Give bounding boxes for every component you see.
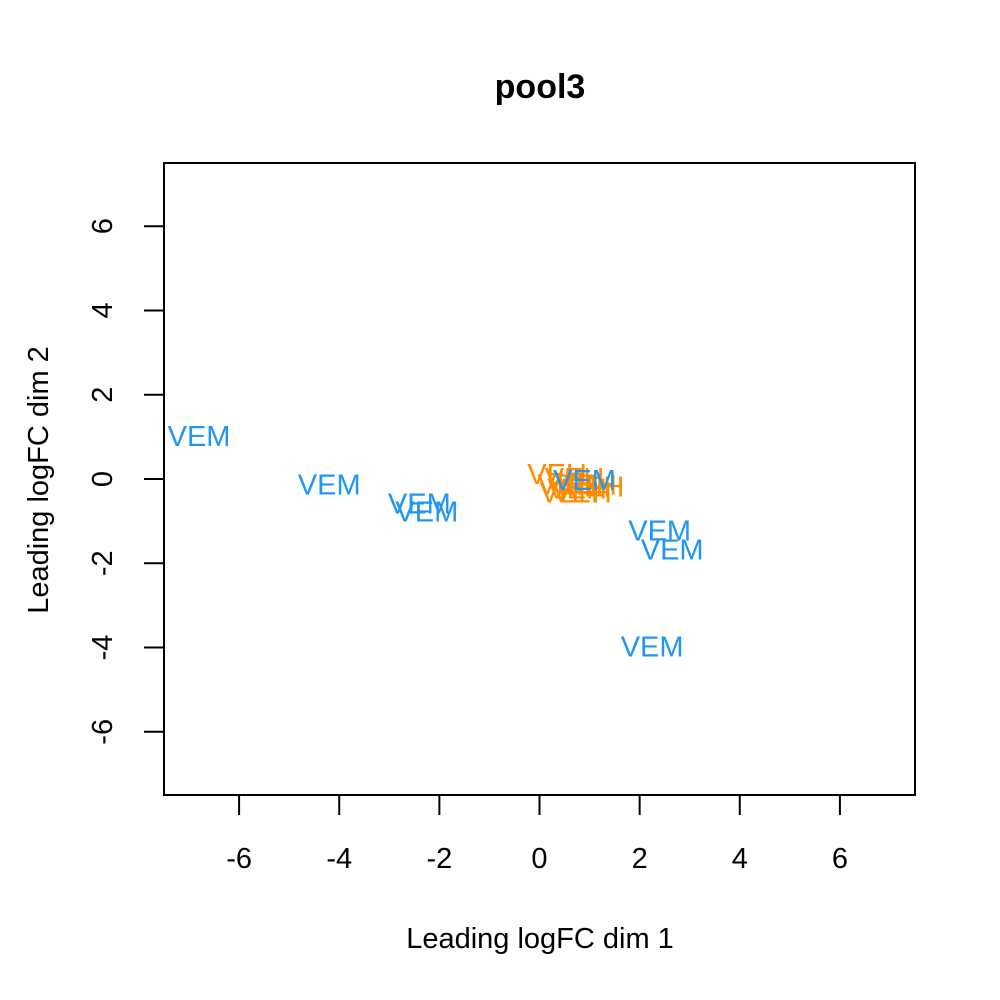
- point-labels: VEHVEHVEHVEHVEHVEHVEHVEHVEMVEMVEMVEMVEMV…: [168, 421, 704, 664]
- x-tick-label: -4: [326, 843, 352, 875]
- y-tick-label: -6: [87, 719, 119, 745]
- point-label-vem: VEM: [621, 632, 684, 664]
- point-label-vem: VEM: [553, 465, 616, 497]
- point-label-veh: VEH: [527, 459, 587, 491]
- x-tick-label: 4: [732, 843, 748, 875]
- point-label-veh: VEH: [565, 471, 625, 503]
- point-label-veh: VEH: [547, 474, 607, 506]
- x-axis: -6 -4 -2 0 2 4 6: [226, 795, 848, 875]
- y-tick-label: 6: [87, 218, 119, 234]
- chart-title: pool3: [495, 68, 586, 106]
- point-label-vem: VEM: [395, 497, 458, 529]
- y-tick-label: 2: [87, 387, 119, 403]
- point-label-vem: VEM: [168, 421, 231, 453]
- point-label-veh: VEH: [545, 463, 605, 495]
- x-tick-label: 0: [531, 843, 547, 875]
- point-label-vem: VEM: [641, 535, 704, 567]
- y-axis: -6 -4 -2 0 2 4 6: [87, 218, 164, 745]
- x-axis-label: Leading logFC dim 1: [406, 923, 674, 955]
- point-label-veh: VEH: [552, 478, 612, 510]
- y-axis-label: Leading logFC dim 2: [23, 346, 55, 614]
- point-label-veh: VEH: [540, 478, 600, 510]
- x-tick-label: 6: [832, 843, 848, 875]
- y-tick-label: -2: [87, 550, 119, 576]
- x-tick-label: -6: [226, 843, 252, 875]
- point-label-veh: VEH: [557, 469, 617, 501]
- y-tick-label: 0: [87, 471, 119, 487]
- point-label-veh: VEH: [537, 469, 597, 501]
- x-tick-label: 2: [632, 843, 648, 875]
- y-tick-label: 4: [87, 302, 119, 318]
- y-tick-label: -4: [87, 635, 119, 661]
- point-label-vem: VEM: [388, 488, 451, 520]
- point-label-vem: VEM: [298, 469, 361, 501]
- x-tick-label: -2: [426, 843, 452, 875]
- point-label-vem: VEM: [628, 516, 691, 548]
